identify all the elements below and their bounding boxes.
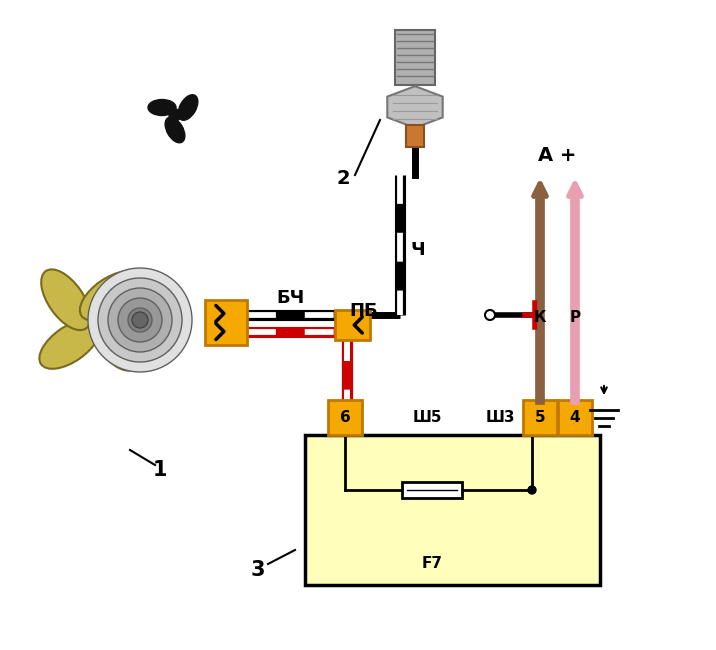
Ellipse shape (42, 269, 90, 330)
Text: 1: 1 (153, 460, 168, 480)
Circle shape (88, 268, 192, 372)
Text: Ш3: Ш3 (485, 411, 515, 426)
Ellipse shape (148, 99, 176, 116)
Bar (523, 400, 557, 435)
Text: A +: A + (538, 146, 576, 165)
Ellipse shape (80, 271, 140, 320)
Text: 6: 6 (339, 411, 350, 426)
Ellipse shape (165, 117, 185, 143)
Text: F7: F7 (422, 556, 442, 571)
Text: 2: 2 (337, 168, 350, 187)
Bar (328, 400, 362, 435)
Circle shape (118, 298, 162, 342)
Text: 5: 5 (535, 411, 546, 426)
Circle shape (528, 486, 536, 494)
Bar (395, 30, 435, 85)
Circle shape (98, 278, 182, 362)
Circle shape (485, 310, 495, 320)
Polygon shape (387, 86, 442, 128)
Text: К: К (533, 309, 546, 324)
Bar (558, 400, 592, 435)
Text: Ш5: Ш5 (412, 411, 442, 426)
Circle shape (169, 109, 181, 121)
Circle shape (128, 308, 152, 332)
Text: ПБ: ПБ (349, 302, 377, 320)
Text: БЧ: БЧ (277, 289, 305, 307)
Bar (305, 435, 600, 585)
Bar (402, 482, 462, 498)
Ellipse shape (90, 310, 139, 370)
Bar (335, 310, 370, 340)
Circle shape (108, 288, 172, 352)
Text: 4: 4 (570, 411, 580, 426)
Text: Р: Р (569, 309, 581, 324)
Ellipse shape (178, 95, 198, 120)
Text: 3: 3 (251, 560, 265, 580)
Bar (205, 300, 247, 345)
Bar (406, 125, 424, 147)
Circle shape (132, 312, 148, 328)
Text: Ч: Ч (410, 241, 425, 259)
Ellipse shape (39, 319, 100, 369)
